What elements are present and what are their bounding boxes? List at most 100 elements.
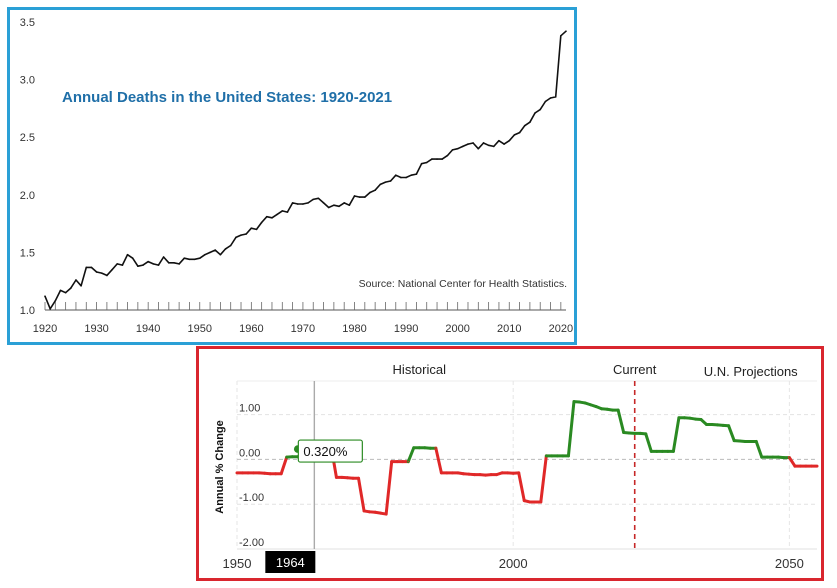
data-point xyxy=(209,251,211,254)
data-point xyxy=(446,472,448,474)
data-point xyxy=(560,35,562,37)
data-point xyxy=(507,472,509,474)
series-segment xyxy=(616,408,626,435)
data-point xyxy=(64,291,67,294)
data-point xyxy=(777,456,779,458)
data-point xyxy=(374,189,376,191)
data-point xyxy=(435,447,437,449)
x-tick-label: 2000 xyxy=(499,556,528,571)
data-point xyxy=(348,204,351,206)
series-segment xyxy=(406,446,416,464)
data-point xyxy=(147,260,149,263)
data-point xyxy=(565,30,567,33)
data-point xyxy=(656,450,658,452)
data-point xyxy=(368,511,371,513)
data-point xyxy=(799,465,802,467)
annual-change-series xyxy=(235,400,819,516)
series-segment xyxy=(384,460,394,516)
data-point xyxy=(672,450,674,452)
data-point xyxy=(722,424,724,426)
data-point xyxy=(534,112,536,114)
data-point xyxy=(266,215,268,218)
data-point xyxy=(162,256,165,258)
data-point xyxy=(623,431,625,434)
x-tick-labels: 1920 1930 1940 1950 1960 1970 1980 1990 2000 2010… xyxy=(33,323,573,335)
data-point xyxy=(380,512,382,514)
section-label-projections: U.N. Projections xyxy=(704,364,798,379)
data-point xyxy=(333,204,335,206)
data-point xyxy=(689,417,691,419)
data-point xyxy=(549,97,552,99)
series-segment xyxy=(357,476,366,513)
data-point xyxy=(467,143,469,145)
data-point xyxy=(534,501,536,503)
data-point xyxy=(252,472,255,474)
data-point xyxy=(258,472,260,474)
data-point xyxy=(683,417,686,419)
data-point xyxy=(772,456,774,458)
data-point xyxy=(247,472,249,474)
data-point xyxy=(761,456,763,458)
data-point xyxy=(425,161,428,164)
data-point xyxy=(69,287,72,289)
x-tick-label: 1960 xyxy=(239,323,263,335)
data-point xyxy=(508,139,511,142)
series-segment xyxy=(434,446,443,475)
data-point xyxy=(385,513,387,515)
data-point xyxy=(384,181,387,183)
data-point xyxy=(440,472,442,474)
data-point xyxy=(80,285,82,287)
data-point xyxy=(405,176,407,179)
data-point xyxy=(446,154,449,157)
x-tick-label: 1950 xyxy=(188,323,212,335)
y-tick-label: 3.0 xyxy=(20,75,35,87)
data-point xyxy=(352,477,354,479)
data-point xyxy=(600,408,603,410)
data-point xyxy=(100,272,103,274)
data-point xyxy=(240,234,242,236)
data-point xyxy=(462,473,465,475)
data-point xyxy=(482,142,485,144)
series-segment xyxy=(539,454,548,504)
data-point xyxy=(173,261,175,264)
y-tick-label: -1.00 xyxy=(239,492,264,504)
data-point xyxy=(728,425,730,427)
data-point xyxy=(539,108,542,111)
data-point xyxy=(241,472,244,474)
y-tick-label: -2.00 xyxy=(239,537,264,549)
data-point xyxy=(183,257,186,259)
data-point xyxy=(410,174,413,177)
data-point xyxy=(413,447,415,449)
data-point xyxy=(90,266,93,269)
y-tick-labels: 1.00 0.00 -1.00 -2.00 xyxy=(239,403,264,549)
data-point xyxy=(529,121,531,124)
data-point xyxy=(554,96,557,98)
data-point xyxy=(322,202,325,204)
x-tick-label: 2050 xyxy=(775,556,804,571)
y-tick-label: 2.0 xyxy=(20,190,35,202)
data-point xyxy=(121,264,124,266)
series-segment xyxy=(644,432,653,453)
data-point xyxy=(407,461,409,463)
data-point xyxy=(327,206,330,209)
data-point xyxy=(584,402,586,404)
data-point xyxy=(364,196,366,198)
chart-source: Source: National Center for Health Stati… xyxy=(359,278,567,290)
data-point xyxy=(556,455,558,457)
x-tick-label: 2000 xyxy=(445,323,469,335)
data-point xyxy=(400,176,402,179)
deaths-series-line xyxy=(44,30,567,310)
data-point xyxy=(341,476,343,478)
data-point xyxy=(269,473,271,475)
data-point xyxy=(188,258,191,261)
data-point xyxy=(394,174,397,177)
y-tick-label: 1.5 xyxy=(20,247,35,259)
x-tick-label: 2010 xyxy=(497,323,521,335)
data-point xyxy=(700,418,702,421)
data-point xyxy=(59,289,62,292)
data-point xyxy=(275,473,277,475)
x-tick-label: 1920 xyxy=(33,323,57,335)
data-point xyxy=(694,418,697,420)
data-point xyxy=(116,263,119,265)
tooltip-value: 0.320% xyxy=(303,444,348,459)
